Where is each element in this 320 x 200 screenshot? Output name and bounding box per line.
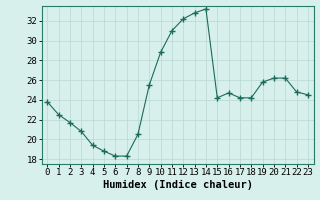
X-axis label: Humidex (Indice chaleur): Humidex (Indice chaleur) — [103, 180, 252, 190]
